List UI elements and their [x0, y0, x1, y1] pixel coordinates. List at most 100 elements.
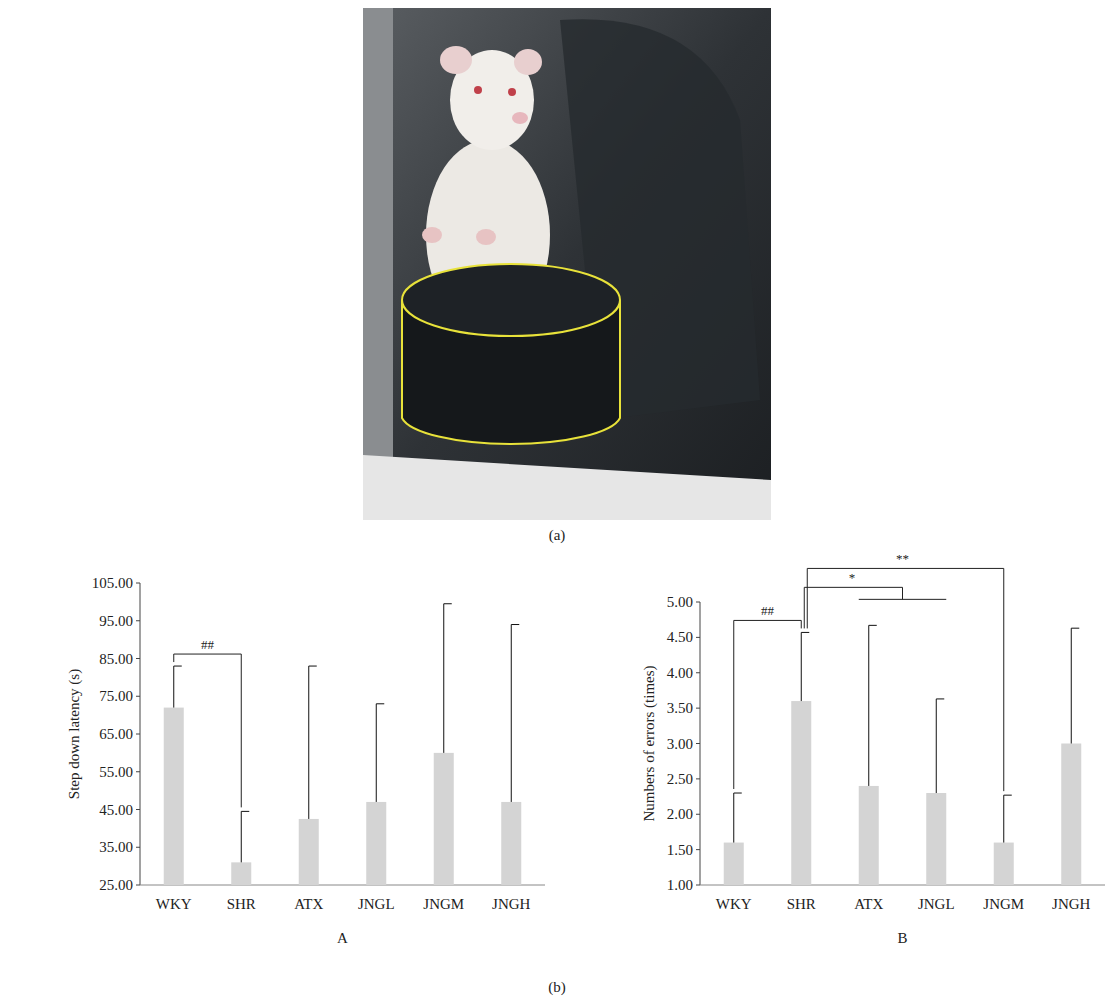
error-bar [241, 811, 249, 862]
bracket-leg [241, 654, 242, 807]
panel-label: (b) [548, 979, 566, 996]
tick-mark [136, 885, 140, 886]
rat-ear [440, 46, 472, 74]
error-bar [801, 632, 809, 701]
tick-mark [696, 778, 700, 779]
tick-mark [696, 708, 700, 709]
bracket-leg [733, 620, 734, 789]
category-label: ATX [294, 896, 323, 912]
error-line [936, 699, 937, 793]
error-cap [241, 811, 249, 812]
error-cap [309, 666, 317, 667]
bracket-leg [801, 620, 802, 628]
bar [231, 862, 251, 885]
axis-title: Numbers of errors (times) [641, 665, 658, 821]
rat-paw [476, 229, 496, 245]
tick-label: 65.00 [99, 726, 133, 742]
error-line [376, 704, 377, 802]
bar [434, 753, 454, 885]
error-line [1003, 795, 1004, 842]
tick-mark [136, 734, 140, 735]
category-label: WKY [716, 896, 752, 912]
bar [299, 819, 319, 885]
error-bar [376, 704, 384, 802]
bar [164, 708, 184, 885]
tick-label: 4.50 [667, 629, 693, 645]
bracket-top [807, 568, 1004, 569]
box-floor [363, 455, 771, 520]
bracket-leg [902, 587, 903, 599]
error-cap [1071, 628, 1079, 629]
tick-label: 3.00 [667, 736, 693, 752]
tick-label: 85.00 [99, 651, 133, 667]
bar [791, 701, 811, 885]
error-cap [734, 793, 742, 794]
tick-mark [696, 885, 700, 886]
significance-label: ** [896, 551, 909, 566]
category-label: SHR [787, 896, 816, 912]
category-label: JNGH [1052, 896, 1091, 912]
error-bar [511, 625, 519, 802]
tick-label: 1.00 [667, 877, 693, 893]
marks [164, 604, 522, 885]
bar [926, 793, 946, 885]
error-bar [1004, 795, 1012, 842]
category-label: WKY [156, 896, 192, 912]
rat-eye [474, 86, 482, 94]
platform-top [402, 264, 620, 336]
error-cap [936, 698, 944, 699]
error-bar [869, 625, 877, 786]
error-bar [936, 699, 944, 793]
error-bar [444, 604, 452, 753]
category-label: JNGM [423, 896, 464, 912]
tick-label: 105.00 [92, 575, 133, 591]
rat-paw [422, 227, 442, 243]
error-line [173, 666, 174, 708]
error-line [308, 666, 309, 819]
panel-label: A [337, 930, 348, 946]
tick-label: 35.00 [99, 839, 133, 855]
photo [363, 8, 771, 520]
chart: 1.001.502.002.503.003.504.004.505.00Numb… [641, 551, 1105, 946]
bar [501, 802, 521, 885]
tick-mark [696, 602, 700, 603]
category-label: JNGL [358, 896, 395, 912]
photo-background [363, 8, 771, 520]
bracket-top [734, 620, 802, 621]
error-line [733, 793, 734, 843]
tick-label: 1.50 [667, 842, 693, 858]
rat-ear [514, 49, 542, 75]
tick-label: 45.00 [99, 802, 133, 818]
error-bar [174, 666, 182, 708]
box-wall [363, 8, 393, 520]
tick-mark [136, 771, 140, 772]
panel-label: (a) [549, 527, 566, 544]
tick-mark [136, 658, 140, 659]
error-cap [511, 624, 519, 625]
chart: 25.0035.0045.0055.0065.0075.0085.0095.00… [66, 575, 545, 946]
category-label: JNGL [918, 896, 955, 912]
marks [724, 625, 1082, 885]
bar [724, 843, 744, 885]
category-label: JNGH [492, 896, 531, 912]
error-line [241, 811, 242, 862]
tick-label: 4.00 [667, 665, 693, 681]
significance-bracket: ** [807, 551, 1004, 791]
significance-label: * [849, 570, 856, 585]
bracket-leg [807, 568, 808, 628]
tick-mark [696, 672, 700, 673]
error-bar [309, 666, 317, 819]
bar [366, 802, 386, 885]
bracket-span [859, 599, 947, 600]
figure: (a)(b)25.0035.0045.0055.0065.0075.0085.0… [0, 0, 1114, 1002]
tick-label: 3.50 [667, 700, 693, 716]
x-axis [700, 885, 1105, 886]
category-label: SHR [227, 896, 256, 912]
tick-label: 95.00 [99, 613, 133, 629]
error-cap [1004, 795, 1012, 796]
bar [859, 786, 879, 885]
significance-label: ## [201, 637, 215, 652]
error-line [868, 625, 869, 786]
error-bar [734, 793, 742, 843]
bar [994, 843, 1014, 885]
